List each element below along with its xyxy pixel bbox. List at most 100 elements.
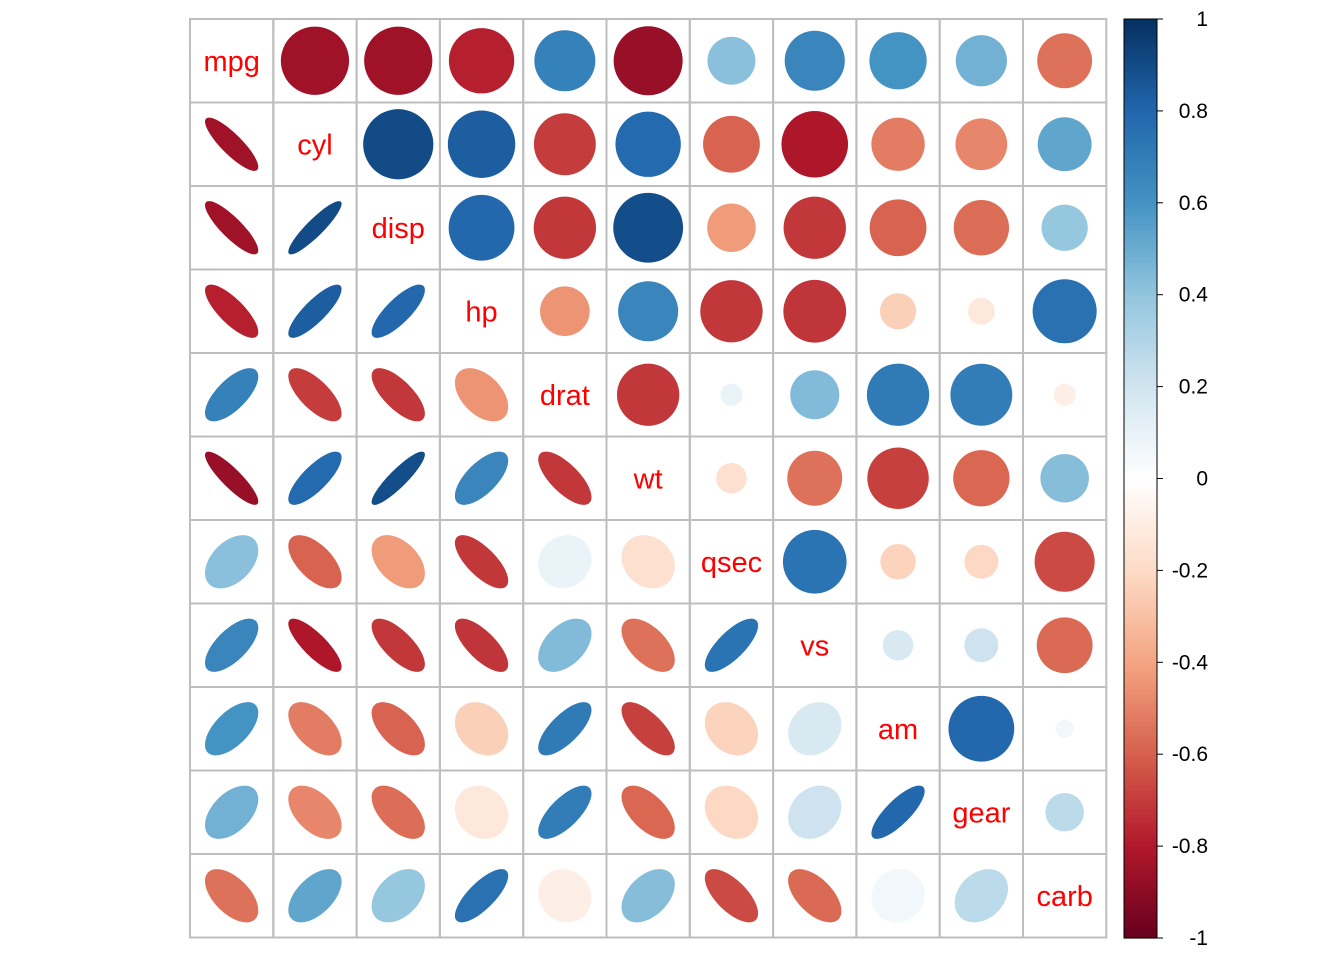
colorbar-segment <box>1124 533 1157 539</box>
ellipse-am-disp <box>371 702 425 756</box>
circle-mpg-vs <box>784 30 845 91</box>
colorbar-segment <box>1124 83 1157 89</box>
diagonal-label-drat: drat <box>540 380 590 412</box>
colorbar-segment <box>1124 506 1157 512</box>
ellipse-hp-disp <box>371 284 425 338</box>
ellipse-am-vs <box>788 702 842 756</box>
ellipse-qsec-hp <box>454 535 509 589</box>
ellipse-drat-disp <box>371 368 425 422</box>
colorbar-segment <box>1124 676 1157 682</box>
colorbar-segment <box>1124 722 1157 728</box>
colorbar-segment <box>1124 464 1157 470</box>
colorbar-segment <box>1124 423 1157 429</box>
colorbar-segment <box>1124 41 1157 48</box>
ellipse-drat-hp <box>454 368 509 422</box>
diagonal-label-am: am <box>878 714 918 746</box>
ellipse-disp-cyl <box>288 201 342 255</box>
circle-wt-am <box>867 447 929 509</box>
colorbar-segment <box>1124 326 1157 333</box>
colorbar-segment <box>1124 331 1157 337</box>
colorbar-segment <box>1124 565 1157 571</box>
ellipse-carb-vs <box>788 869 842 923</box>
circle-hp-wt <box>618 281 679 342</box>
colorbar-segment <box>1124 418 1157 424</box>
colorbar-segment <box>1124 809 1157 815</box>
colorbar-segment <box>1124 129 1157 135</box>
ellipse-qsec-mpg <box>205 535 259 589</box>
colorbar-segment <box>1124 51 1157 57</box>
circle-hp-am <box>879 293 917 330</box>
colorbar-segment <box>1124 864 1157 870</box>
colorbar-segment <box>1124 299 1157 305</box>
colorbar-segment <box>1124 524 1157 530</box>
colorbar-segment <box>1124 340 1157 346</box>
colorbar-segment <box>1124 138 1157 144</box>
colorbar-segment <box>1124 64 1157 71</box>
colorbar-segment <box>1124 597 1157 604</box>
colorbar-segment <box>1124 552 1157 558</box>
colorbar-segment <box>1124 538 1157 544</box>
colorbar-segment <box>1124 915 1157 921</box>
circle-drat-am <box>866 363 930 426</box>
ellipse-carb-cyl <box>288 869 342 923</box>
colorbar-tick-label: -0.4 <box>1172 651 1209 674</box>
colorbar-segment <box>1124 345 1157 351</box>
colorbar-segment <box>1124 924 1157 930</box>
colorbar-segment <box>1124 630 1157 636</box>
colorbar-tick-label: 0.2 <box>1179 376 1208 399</box>
colorbar-segment <box>1124 767 1157 774</box>
colorbar-segment <box>1124 657 1157 663</box>
colorbar-segment <box>1124 469 1157 475</box>
circle-cyl-gear <box>955 118 1008 171</box>
colorbar-segment <box>1124 703 1157 709</box>
colorbar-segment <box>1124 285 1157 291</box>
ellipse-am-cyl <box>288 702 342 756</box>
colorbar-segment <box>1124 248 1157 254</box>
colorbar-segment <box>1124 294 1157 300</box>
colorbar-segment <box>1124 662 1157 668</box>
ellipse-carb-hp <box>454 869 509 923</box>
colorbar-segment <box>1124 69 1157 75</box>
colorbar-segment <box>1124 593 1157 599</box>
diagonal-label-mpg: mpg <box>203 46 259 78</box>
circle-gear-carb <box>1045 793 1084 832</box>
colorbar-segment <box>1124 262 1157 268</box>
circle-cyl-am <box>871 117 925 171</box>
colorbar-segment <box>1124 271 1157 277</box>
ellipse-gear-mpg <box>205 785 259 839</box>
colorbar-segment <box>1124 772 1157 778</box>
colorbar-segment <box>1124 92 1157 98</box>
circle-wt-qsec <box>716 462 747 494</box>
colorbar-segment <box>1124 303 1157 310</box>
colorbar-segment <box>1124 377 1157 383</box>
colorbar-segment <box>1124 239 1157 245</box>
colorbar-segment <box>1124 170 1157 176</box>
colorbar-tick-label: 1 <box>1196 8 1208 31</box>
colorbar-segment <box>1124 124 1157 130</box>
colorbar-segment <box>1124 928 1157 934</box>
colorbar-segment <box>1124 386 1157 392</box>
circle-am-carb <box>1055 719 1074 738</box>
colorbar-segment <box>1124 363 1157 369</box>
colorbar-segment <box>1124 221 1157 227</box>
circle-mpg-drat <box>534 30 596 92</box>
colorbar-segment <box>1124 19 1157 25</box>
ellipse-vs-mpg <box>205 618 259 672</box>
colorbar-segment <box>1124 207 1157 213</box>
diagonal-label-wt: wt <box>633 463 663 495</box>
colorbar-segment <box>1124 515 1157 521</box>
colorbar-segment <box>1124 754 1157 760</box>
circle-qsec-gear <box>964 544 999 579</box>
colorbar-segment <box>1124 202 1157 208</box>
colorbar-segment <box>1124 873 1157 879</box>
ellipse-gear-hp <box>454 785 509 839</box>
colorbar-segment <box>1124 556 1157 562</box>
colorbar-segment <box>1124 432 1157 438</box>
colorbar-segment <box>1124 87 1157 94</box>
ellipse-gear-vs <box>788 785 842 839</box>
circle-disp-carb <box>1041 204 1088 251</box>
ellipse-wt-drat <box>538 451 592 505</box>
colorbar-segment <box>1124 101 1157 107</box>
circle-drat-carb <box>1053 383 1076 406</box>
ellipse-gear-am <box>871 785 925 839</box>
